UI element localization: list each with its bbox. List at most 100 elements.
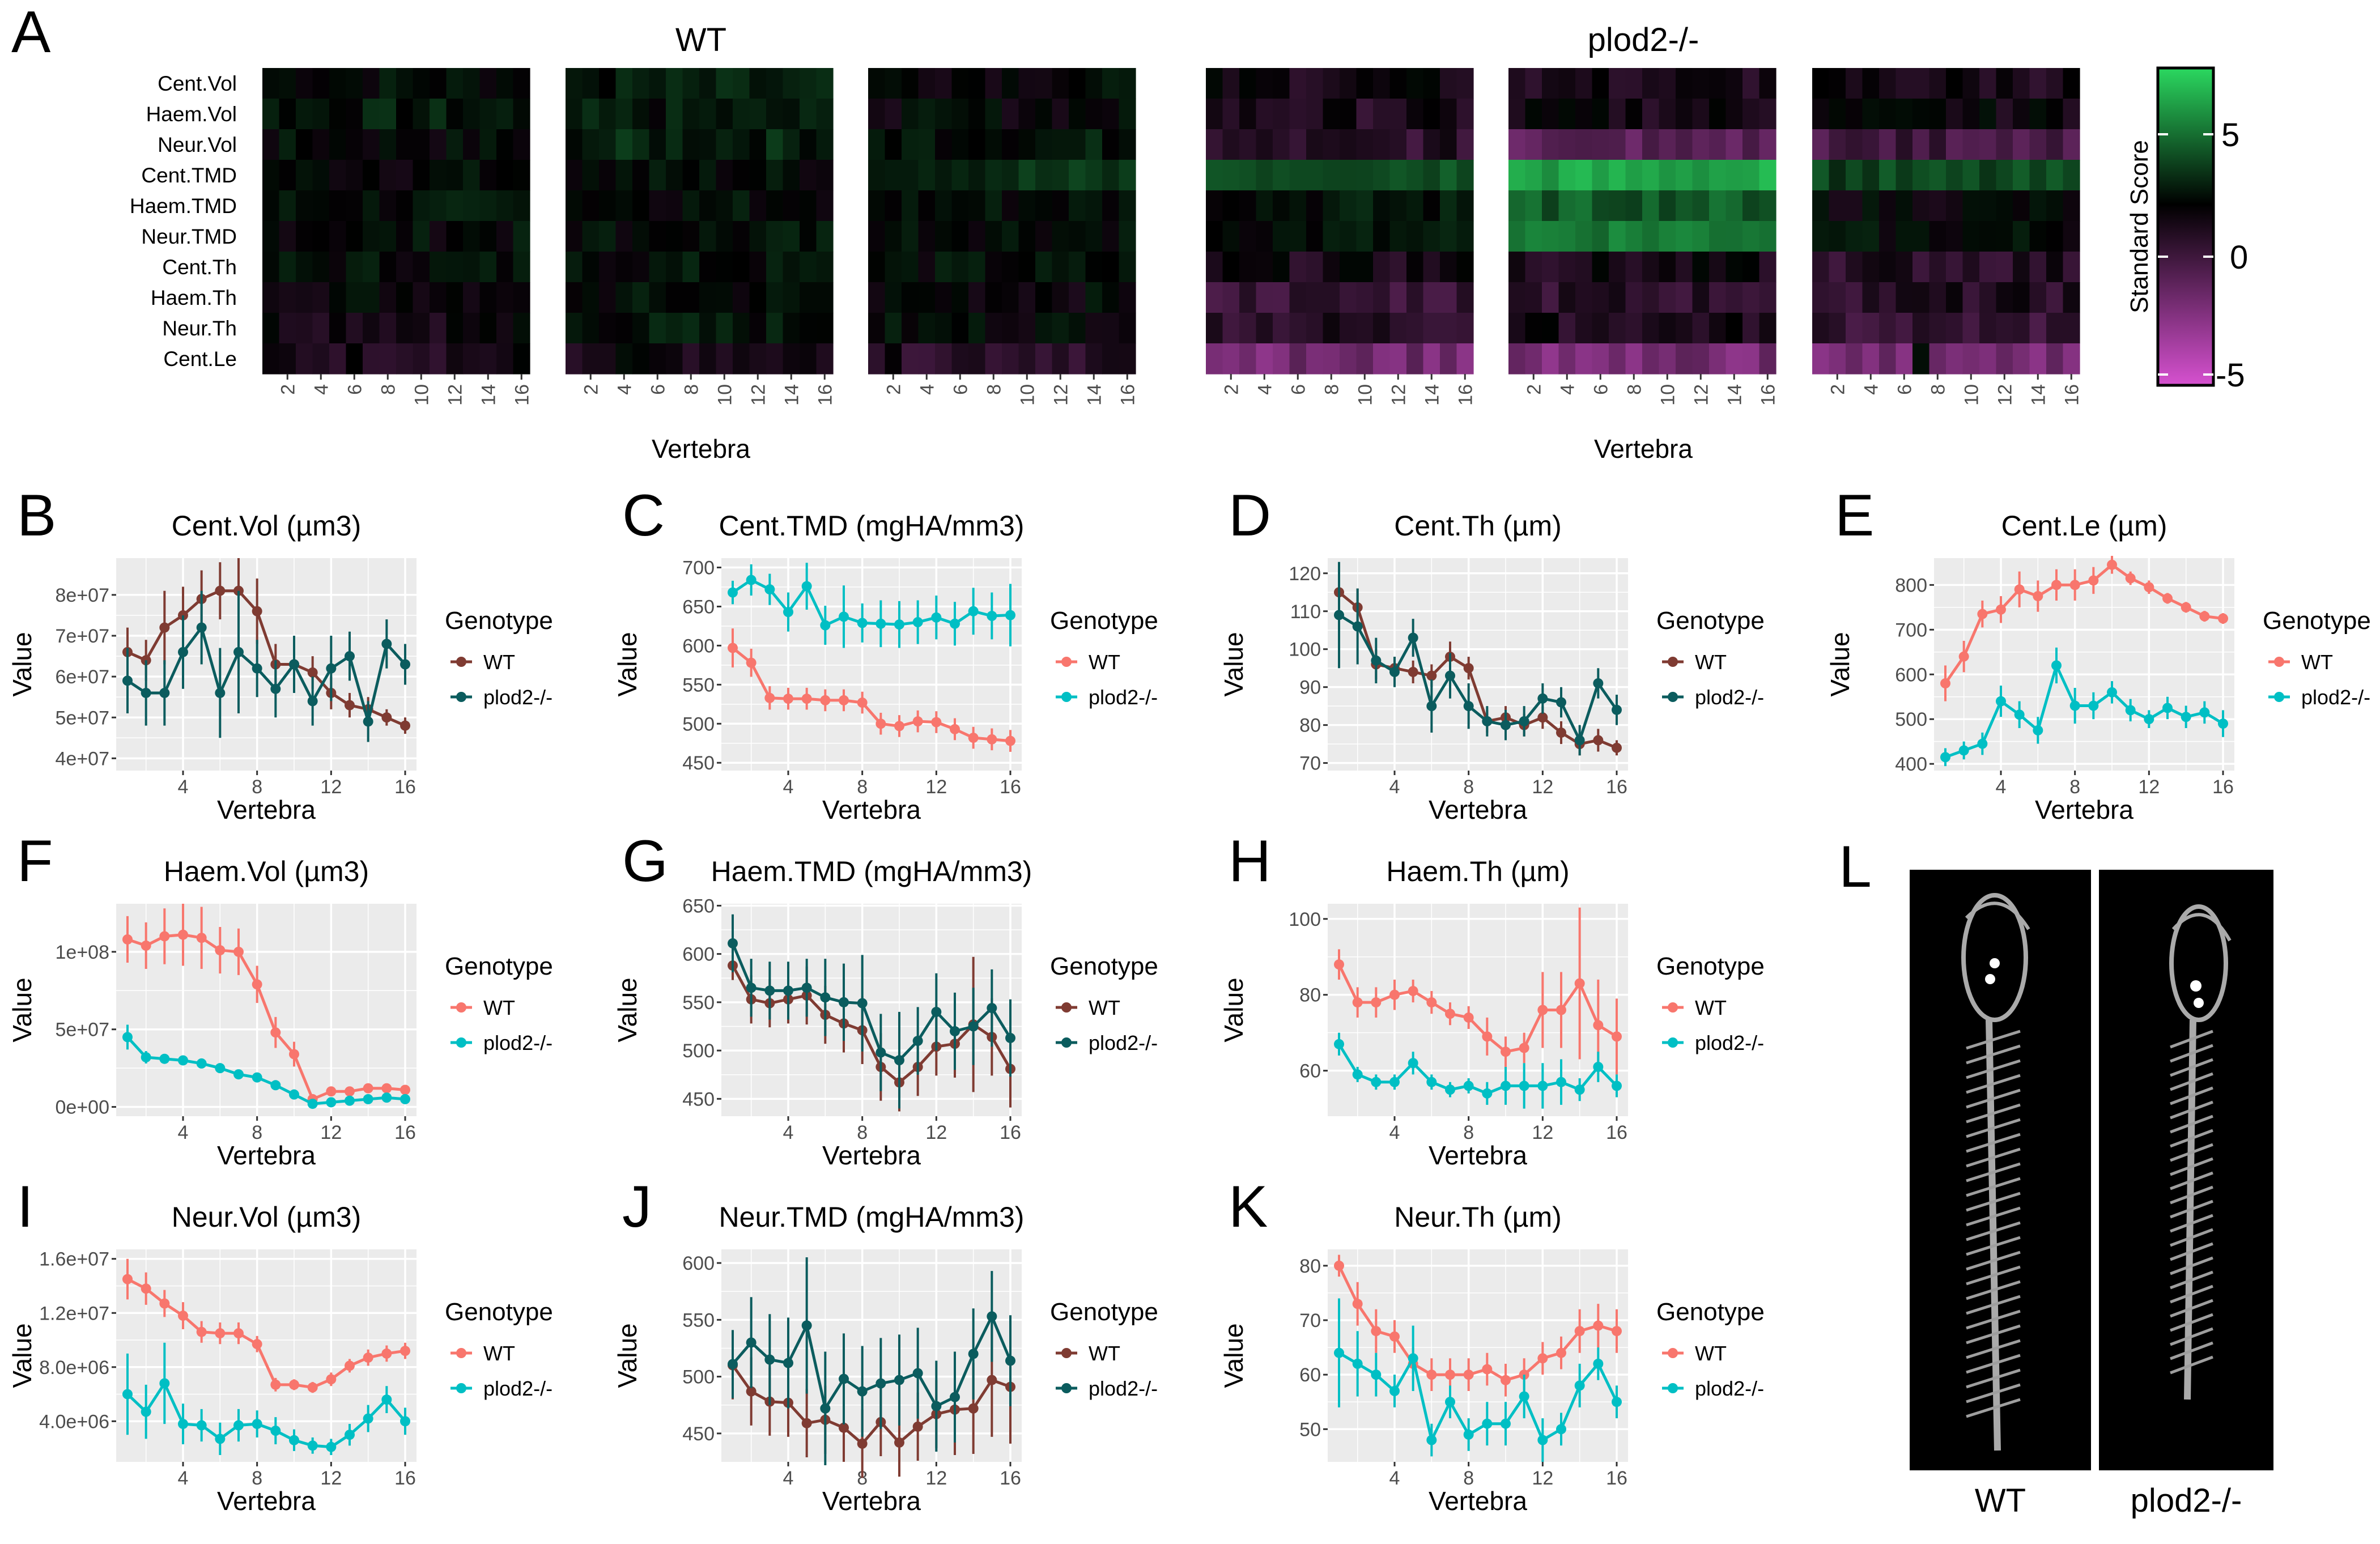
rib <box>2170 1327 2213 1346</box>
data-point <box>1352 997 1363 1008</box>
heatmap-cell <box>733 190 750 222</box>
heatmap-cell <box>1979 129 1997 160</box>
heatmap-cell <box>800 99 817 130</box>
data-point <box>289 1435 299 1445</box>
heatmap-cell <box>1389 68 1407 99</box>
heatmap-cell <box>733 160 750 191</box>
y-axis-label: Value <box>1219 977 1248 1042</box>
heatmap-cell <box>1525 221 1542 252</box>
heatmap-cell <box>666 221 683 252</box>
data-point <box>2125 573 2136 584</box>
data-point <box>1556 1347 1566 1358</box>
data-point <box>178 1055 188 1066</box>
heatmap-cell <box>430 160 447 191</box>
heatmap-cell <box>1035 129 1053 160</box>
chart-title: Neur.Vol (µm3) <box>172 1201 361 1233</box>
heatmap-cell <box>1575 313 1593 344</box>
heatmap-cell <box>1609 282 1626 313</box>
heatmap-cell <box>1069 343 1086 375</box>
data-point <box>196 933 207 943</box>
rib <box>2170 1200 2213 1219</box>
heatmap-cell <box>985 252 1002 283</box>
heatmap-cell <box>1862 221 1880 252</box>
heatmap-cell <box>1102 252 1120 283</box>
heatmap-cell <box>766 343 784 375</box>
heatmap-cell <box>1440 99 1457 130</box>
series-line <box>1945 661 2224 759</box>
data-point <box>1940 752 1950 763</box>
heatmap-cell <box>1912 282 1930 313</box>
rib <box>2170 1086 2213 1105</box>
heatmap-cell <box>816 252 834 283</box>
heatmap-cell <box>1862 190 1880 222</box>
heatmap-cell <box>800 68 817 99</box>
heatmap-cell <box>1862 313 1880 344</box>
heatmap-cell <box>985 99 1002 130</box>
data-point <box>783 694 793 704</box>
heatmap-cell <box>632 99 650 130</box>
heatmap-cell <box>918 313 936 344</box>
heatmap-cell <box>1222 129 1240 160</box>
heatmap-cell <box>1306 221 1324 252</box>
x-tick-label: 4 <box>178 1122 189 1143</box>
plot-background <box>1934 558 2234 771</box>
legend-label: WT <box>1695 1342 1727 1365</box>
heatmap-cell <box>262 313 280 344</box>
heatmap-cell <box>1829 252 1846 283</box>
legend-key-point <box>1061 1002 1072 1013</box>
data-point <box>141 1283 151 1294</box>
heatmap-x-tick-label: 2 <box>1827 384 1848 395</box>
legend-key-point <box>1668 1348 1678 1358</box>
heatmap-cell <box>1742 221 1760 252</box>
heatmap-cell <box>1946 129 1964 160</box>
heatmap-x-tick-label: 6 <box>647 384 669 395</box>
ct-image-wt <box>1910 870 2091 1470</box>
heatmap-cell <box>1052 282 1069 313</box>
data-point <box>270 1426 281 1436</box>
heatmap-x-tick-label: 4 <box>1254 384 1276 395</box>
heatmap-cell <box>1692 343 1710 375</box>
heatmap-cell <box>1069 160 1086 191</box>
series-plod2 <box>1940 647 2228 767</box>
heatmap-cell <box>1962 99 1980 130</box>
heatmap-cell <box>1979 252 1997 283</box>
heatmap-cell <box>1373 99 1391 130</box>
heatmap-x-tick-label: 10 <box>1961 384 1982 406</box>
data-point <box>1556 1424 1566 1435</box>
heatmap-cell <box>1389 99 1407 130</box>
heatmap-cell <box>1525 313 1542 344</box>
data-point <box>931 1006 942 1017</box>
heatmap-cell <box>632 252 650 283</box>
heatmap-cell <box>599 68 617 99</box>
heatmap-cell <box>1119 221 1136 252</box>
heatmap-cell <box>279 343 296 375</box>
heatmap-cell <box>396 252 414 283</box>
heatmap-cell <box>279 221 296 252</box>
data-point <box>1958 745 1969 756</box>
heatmap-cell <box>1912 160 1930 191</box>
data-point <box>1574 735 1585 746</box>
heatmap-cell <box>615 252 633 283</box>
heatmap-cell <box>1406 313 1424 344</box>
heatmap-cell <box>1440 68 1457 99</box>
heatmap-cell <box>396 282 414 313</box>
heatmap-cell <box>2029 313 2047 344</box>
heatmap-cell <box>2029 190 2047 222</box>
heatmap-cell <box>599 129 617 160</box>
heatmap-cell <box>379 221 397 252</box>
heatmap-cell <box>582 343 600 375</box>
data-point <box>270 683 281 694</box>
series-line <box>1337 1043 1618 1095</box>
heatmap-cell <box>1542 252 1559 283</box>
heatmap-cell <box>1440 282 1457 313</box>
heatmap-cell <box>1996 160 2013 191</box>
heatmap-cell <box>446 190 464 222</box>
rib <box>1966 1280 2021 1300</box>
heatmap-cell <box>902 252 919 283</box>
heatmap-cell <box>1373 129 1391 160</box>
rib <box>1966 1044 2021 1065</box>
heatmap-cell <box>1323 99 1340 130</box>
x-tick-label: 16 <box>394 776 416 798</box>
heatmap-cell <box>413 221 430 252</box>
